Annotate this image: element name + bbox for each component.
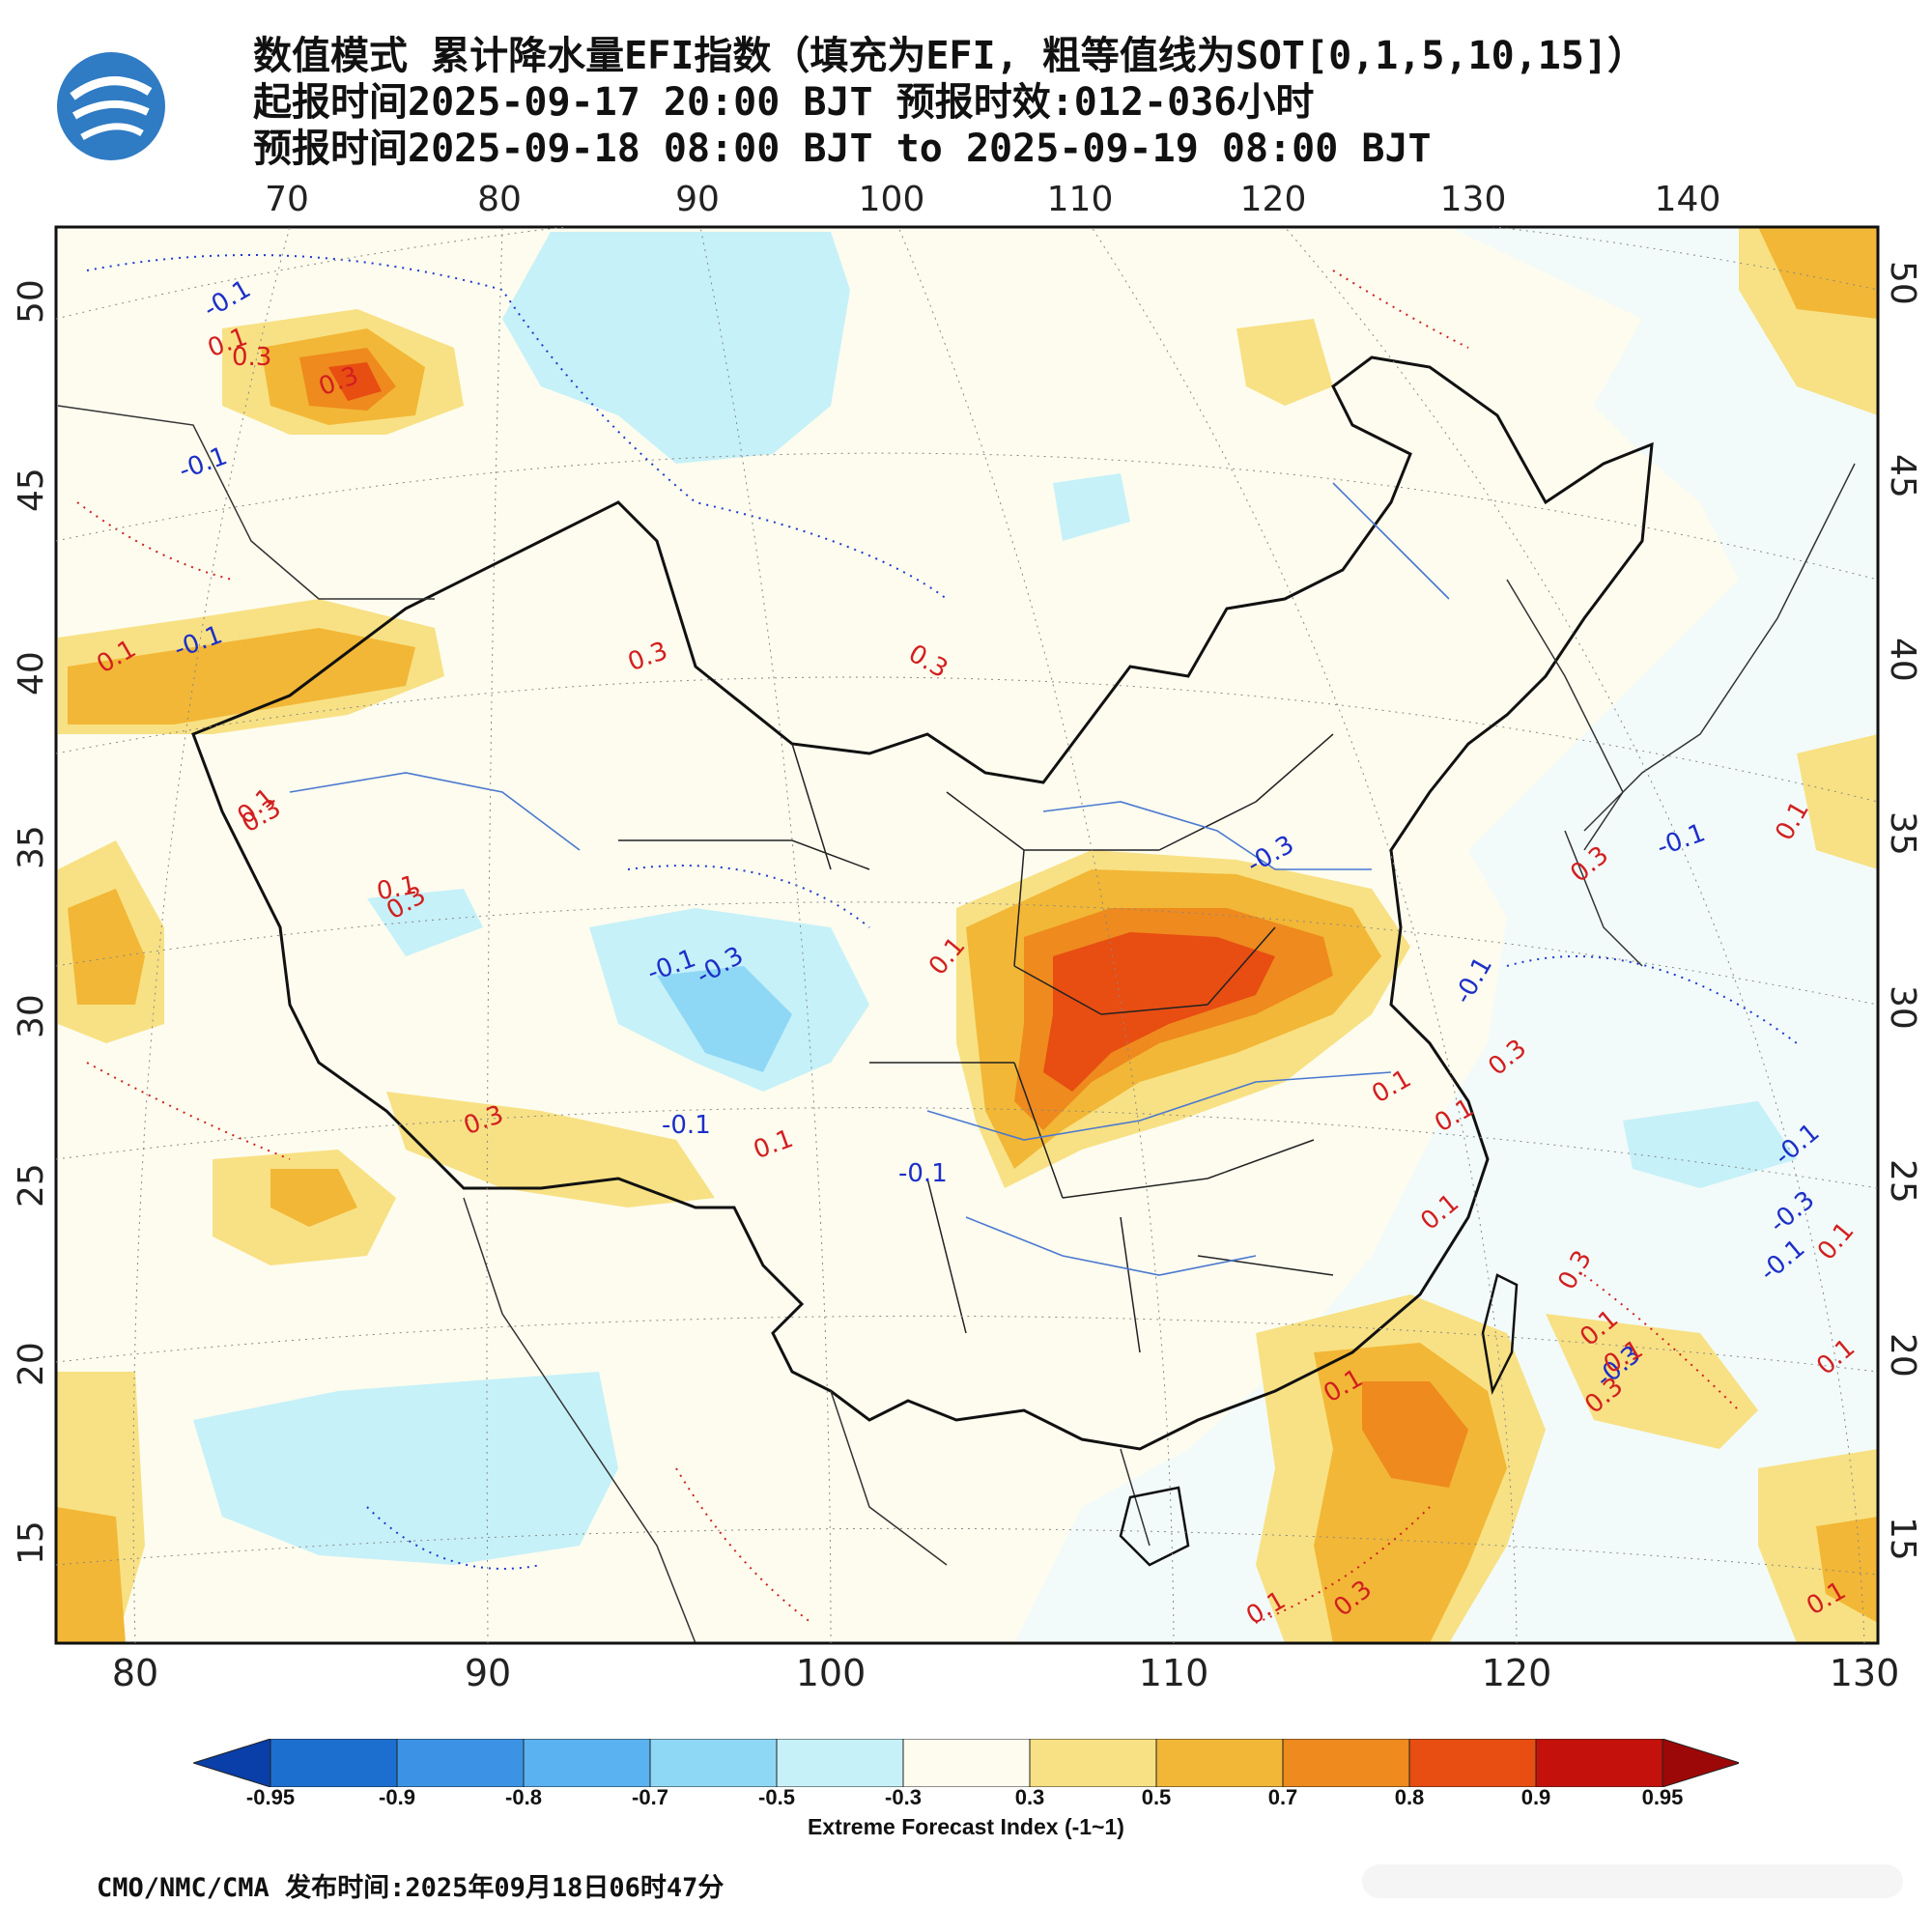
lat-tick-left-15: 15	[12, 1520, 51, 1565]
lat-tick-left-20: 20	[12, 1342, 51, 1386]
efi-negative-region-east-sea	[1623, 1101, 1797, 1188]
efi-negative-region-tibet-core	[657, 966, 792, 1072]
colorbar-segment	[1029, 1739, 1157, 1787]
colorbar-tick-label: 0.95	[1641, 1785, 1684, 1809]
lat-tick-right-40: 40	[1883, 638, 1922, 682]
title-line-2: 起报时间2025-09-17 20:00 BJT 预报时效:012-036小时	[253, 80, 1315, 125]
efi-region-central-asia-orange	[68, 889, 145, 1005]
lon-tick-bottom-100: 100	[795, 1652, 867, 1694]
colorbar-segment	[270, 1739, 398, 1787]
efi-region-tibet-south	[386, 1092, 715, 1208]
footer-publish-info: CMO/NMC/CMA 发布时间:2025年09月18日06时47分	[97, 1873, 724, 1903]
foreign-borders	[57, 405, 1624, 1643]
ocean-area	[1014, 227, 1878, 1643]
contour-label: 0.3	[232, 343, 272, 372]
colorbar-segment	[396, 1739, 525, 1787]
rivers	[289, 482, 1450, 1276]
japan-korea	[1564, 463, 1856, 967]
lat-tick-right-20: 20	[1883, 1333, 1922, 1378]
lat-tick-left-30: 30	[12, 994, 51, 1038]
lon-tick-top-120: 120	[1239, 180, 1307, 219]
lat-tick-right-15: 15	[1883, 1517, 1922, 1561]
colorbar-tick-label: -0.7	[632, 1785, 668, 1809]
graticule	[56, 227, 1878, 1643]
lon-tick-top-80: 80	[477, 180, 522, 219]
efi-region-luzon-east	[1546, 1314, 1758, 1449]
colorbar-segment	[1282, 1739, 1410, 1787]
efi-negative-region-mongolia	[502, 232, 850, 464]
colorbar	[193, 1739, 1739, 1787]
china-border	[191, 355, 1654, 1451]
colorbar-title: Extreme Forecast Index (-1~1)	[808, 1814, 1124, 1839]
lon-tick-top-90: 90	[675, 180, 720, 219]
efi-region-ne-orange	[1758, 227, 1878, 319]
colorbar-segment	[523, 1739, 651, 1787]
colorbar-tick-label: -0.8	[505, 1785, 542, 1809]
colorbar-tick-label: -0.9	[379, 1785, 415, 1809]
colorbar-segment	[1155, 1739, 1284, 1787]
colorbar-tick-label: 0.9	[1520, 1785, 1551, 1809]
efi-negative-region-mongolia-east	[1053, 473, 1130, 541]
efi-region-kazakh-orange	[68, 628, 415, 724]
lon-tick-top-140: 140	[1654, 180, 1721, 219]
efi-region-west-kazakh-0p8	[328, 362, 382, 401]
cma-logo-icon	[57, 52, 165, 160]
lon-tick-bottom-130: 130	[1829, 1652, 1900, 1694]
colorbar-segment	[1535, 1739, 1663, 1787]
lon-tick-bottom-110: 110	[1138, 1652, 1209, 1694]
colorbar-segment	[776, 1739, 904, 1787]
lat-tick-right-35: 35	[1883, 811, 1922, 856]
colorbar-tick-label: 0.7	[1267, 1785, 1298, 1809]
efi-negative-region-bay-bengal	[193, 1372, 618, 1565]
lat-tick-left-25: 25	[12, 1163, 51, 1208]
lat-tick-right-25: 25	[1883, 1159, 1922, 1204]
colorbar-tick-label: 0.5	[1141, 1785, 1172, 1809]
colorbar-segment	[1662, 1739, 1739, 1787]
taiwan	[1481, 1273, 1519, 1395]
map-title: 数值模式 累计降水量EFI指数（填充为EFI, 粗等值线为SOT[0,1,5,1…	[253, 33, 1646, 172]
efi-region-scs-0p7	[1362, 1381, 1468, 1488]
contour-label: -0.1	[898, 1159, 948, 1188]
lon-tick-top-110: 110	[1046, 180, 1114, 219]
lon-tick-bottom-90: 90	[464, 1652, 512, 1694]
lat-tick-left-40: 40	[12, 651, 51, 696]
lon-tick-top-130: 130	[1439, 180, 1507, 219]
colorbar-segment	[649, 1739, 778, 1787]
colorbar-tick-label: -0.5	[758, 1785, 795, 1809]
lat-tick-left-50: 50	[12, 279, 51, 324]
contour-pos-0p1	[76, 270, 1740, 1624]
hainan	[1119, 1486, 1190, 1567]
lon-tick-top-100: 100	[858, 180, 925, 219]
map-frame	[54, 225, 1880, 1645]
lat-tick-left-45: 45	[12, 468, 51, 512]
efi-region-india-orange	[270, 1169, 357, 1227]
efi-region-central-china-0p8	[1043, 932, 1275, 1092]
efi-region-inner-mongolia	[1236, 319, 1333, 406]
title-line-3: 预报时间2025-09-18 08:00 BJT to 2025-09-19 0…	[253, 127, 1432, 171]
contour-label: -0.1	[662, 1111, 711, 1140]
colorbar-segment	[902, 1739, 1031, 1787]
colorbar-tick-label: -0.95	[245, 1785, 296, 1809]
efi-region-philippines-orange	[1816, 1517, 1878, 1623]
title-line-1: 数值模式 累计降水量EFI指数（填充为EFI, 粗等值线为SOT[0,1,5,1…	[253, 34, 1647, 78]
lon-tick-bottom-80: 80	[111, 1652, 159, 1694]
colorbar-segment	[1408, 1739, 1537, 1787]
efi-negative-region-sw	[367, 889, 483, 956]
efi-region-japan-sea	[1797, 734, 1878, 869]
colorbar-tick-label: 0.3	[1014, 1785, 1045, 1809]
colorbar-tick-label: 0.8	[1394, 1785, 1425, 1809]
lat-tick-left-35: 35	[12, 825, 51, 869]
watermark-icon	[1362, 1864, 1903, 1898]
lon-tick-top-70: 70	[265, 180, 309, 219]
colorbar-segment	[193, 1739, 271, 1787]
colorbar-tick-label: -0.3	[885, 1785, 922, 1809]
lat-tick-right-45: 45	[1883, 454, 1922, 498]
lon-tick-bottom-120: 120	[1481, 1652, 1552, 1694]
efi-region-west-bottom-orange	[56, 1507, 126, 1643]
lat-tick-right-50: 50	[1883, 261, 1922, 305]
lat-tick-right-30: 30	[1883, 985, 1922, 1030]
